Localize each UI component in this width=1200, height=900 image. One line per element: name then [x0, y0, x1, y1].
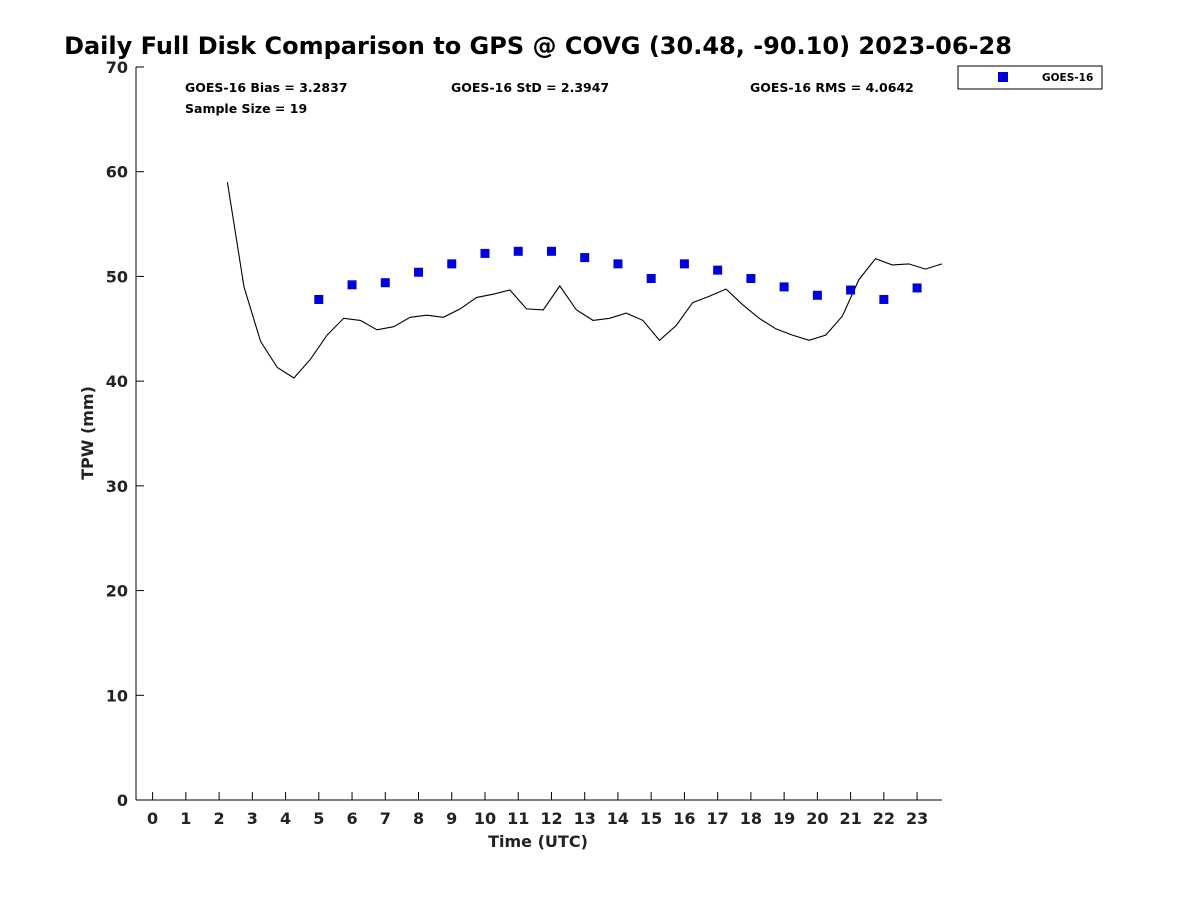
goes16-point	[380, 278, 390, 288]
y-axis-ticks: 0 10 20 30 40 50 60 70	[106, 58, 144, 810]
x-tick-label: 10	[474, 809, 496, 828]
goes16-point	[414, 267, 424, 277]
goes16-point	[746, 274, 756, 284]
y-tick-label: 30	[106, 477, 128, 496]
x-tick-label: 3	[247, 809, 258, 828]
x-tick-label: 11	[507, 809, 529, 828]
x-tick-label: 8	[413, 809, 424, 828]
legend-label-goes16: GOES-16	[1042, 72, 1093, 84]
x-tick-label: 2	[214, 809, 225, 828]
bias-stat: GOES-16 Bias = 3.2837	[185, 80, 347, 95]
y-tick-label: 50	[106, 267, 128, 286]
series-layer	[226, 182, 943, 379]
gps-tpw-line	[226, 182, 943, 379]
goes16-point	[314, 294, 324, 304]
x-axis-label: Time (UTC)	[488, 832, 588, 851]
x-tick-label: 0	[147, 809, 158, 828]
x-tick-label: 1	[180, 809, 191, 828]
x-tick-label: 14	[607, 809, 629, 828]
x-tick-label: 12	[540, 809, 562, 828]
legend-marker-goes16	[998, 72, 1008, 82]
goes16-point	[613, 259, 623, 269]
goes16-point	[546, 246, 556, 256]
x-tick-label: 21	[839, 809, 861, 828]
x-tick-label: 17	[707, 809, 729, 828]
x-tick-label: 15	[640, 809, 662, 828]
goes16-point	[713, 265, 723, 275]
x-tick-label: 16	[673, 809, 695, 828]
x-tick-label: 5	[313, 809, 324, 828]
y-tick-label: 0	[117, 791, 128, 810]
goes16-point	[879, 294, 889, 304]
goes16-point	[480, 248, 490, 258]
x-tick-label: 18	[740, 809, 762, 828]
legend-box	[957, 65, 1103, 90]
std-stat: GOES-16 StD = 2.3947	[451, 80, 609, 95]
goes16-point	[912, 283, 922, 293]
y-tick-label: 70	[106, 58, 128, 77]
x-tick-label: 7	[380, 809, 391, 828]
goes16-point	[347, 280, 357, 290]
x-tick-label: 22	[873, 809, 895, 828]
goes16-point	[580, 253, 590, 263]
goes16-point	[513, 246, 523, 256]
x-tick-label: 19	[773, 809, 795, 828]
goes16-point	[679, 259, 689, 269]
x-tick-label: 13	[574, 809, 596, 828]
rms-stat: GOES-16 RMS = 4.0642	[750, 80, 914, 95]
chart-title: Daily Full Disk Comparison to GPS @ COVG…	[64, 32, 1012, 60]
sample-size-stat: Sample Size = 19	[185, 101, 307, 116]
x-tick-label: 9	[446, 809, 457, 828]
y-tick-label: 40	[106, 372, 128, 391]
goes16-point	[846, 285, 856, 295]
goes16-point	[779, 282, 789, 292]
x-tick-label: 6	[346, 809, 357, 828]
x-axis-ticks: 0 1 2 3 4 5 6 7 8 9 10 11 12 13 14 15 16 17 18 19 20 21 22 23	[147, 792, 928, 828]
x-tick-label: 23	[906, 809, 928, 828]
goes16-point	[447, 259, 457, 269]
y-tick-label: 10	[106, 686, 128, 705]
goes16-point	[812, 290, 822, 300]
y-tick-label: 20	[106, 582, 128, 601]
x-tick-label: 20	[806, 809, 828, 828]
y-axis-label: TPW (mm)	[78, 386, 97, 480]
x-tick-label: 4	[280, 809, 291, 828]
goes16-point	[646, 274, 656, 284]
y-tick-label: 60	[106, 163, 128, 182]
legend: GOES-16	[957, 65, 1103, 90]
